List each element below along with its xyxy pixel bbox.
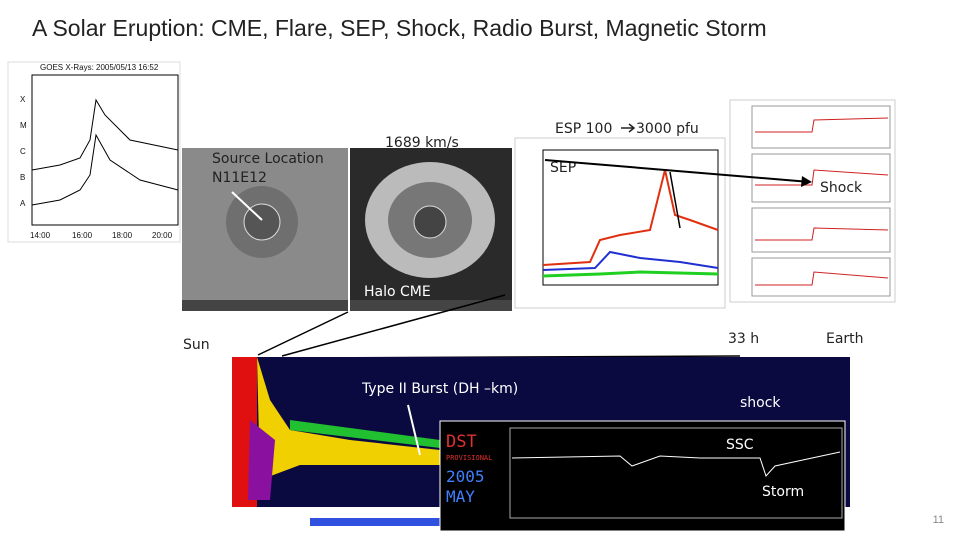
lasco-c2-image (182, 148, 348, 311)
ace-panels (729, 99, 896, 303)
dst-inset (439, 420, 846, 532)
source-location: Source Location (212, 151, 324, 167)
type-ii-label: Type II Burst (DH –km) (361, 381, 518, 397)
travel-time: 33 h (728, 331, 759, 347)
pointer (407, 404, 421, 456)
goes-class: C (20, 147, 26, 156)
pointer (669, 171, 681, 229)
earth-label: Earth (826, 331, 864, 347)
sep-label: SEP (550, 160, 576, 176)
shock-label: Shock (820, 180, 863, 196)
arrow (281, 294, 506, 357)
esp-arrow (621, 123, 636, 133)
page-number: 11 (933, 514, 944, 526)
source-location: N11E12 (212, 170, 267, 186)
label-bg (815, 176, 867, 196)
halo-cme-label: Halo CME (364, 284, 431, 300)
pointer-arrow (231, 191, 263, 221)
goes-time: 16:00 (72, 231, 93, 240)
goes-plot: GOES X-Rays: 2005/05/13 16:52 X M C B A … (7, 61, 181, 243)
goes-class: M (20, 121, 27, 130)
shock-radio-label: shock (740, 395, 781, 411)
goes-time: 18:00 (112, 231, 133, 240)
ssc-label: SSC (726, 437, 754, 453)
esp-to: 3000 pfu (636, 121, 699, 137)
goes-time: 14:00 (30, 231, 51, 240)
lasco-c3-image (350, 148, 512, 311)
goes-class: A (20, 199, 26, 208)
arrow (257, 311, 349, 356)
dst-title: DST (446, 432, 477, 452)
arrow-head (801, 176, 812, 187)
goes-class: B (20, 173, 25, 182)
goes-class: X (20, 95, 26, 104)
storm-label: Storm (762, 484, 804, 500)
dst-month: MAY (446, 487, 475, 506)
slide-title: A Solar Eruption: CME, Flare, SEP, Shock… (32, 15, 767, 41)
dst-subtitle: PROVISIONAL (446, 454, 492, 462)
esp-from: ESP 100 (555, 121, 612, 137)
shock-arrow (544, 159, 811, 183)
goes-time: 20:00 (152, 231, 173, 240)
cme-speed: 1689 km/s (385, 135, 459, 151)
sep-plot (514, 137, 726, 309)
goes-title: GOES X-Rays: 2005/05/13 16:52 (40, 63, 159, 72)
dst-year: 2005 (446, 467, 485, 486)
sun-label: Sun (183, 337, 210, 353)
